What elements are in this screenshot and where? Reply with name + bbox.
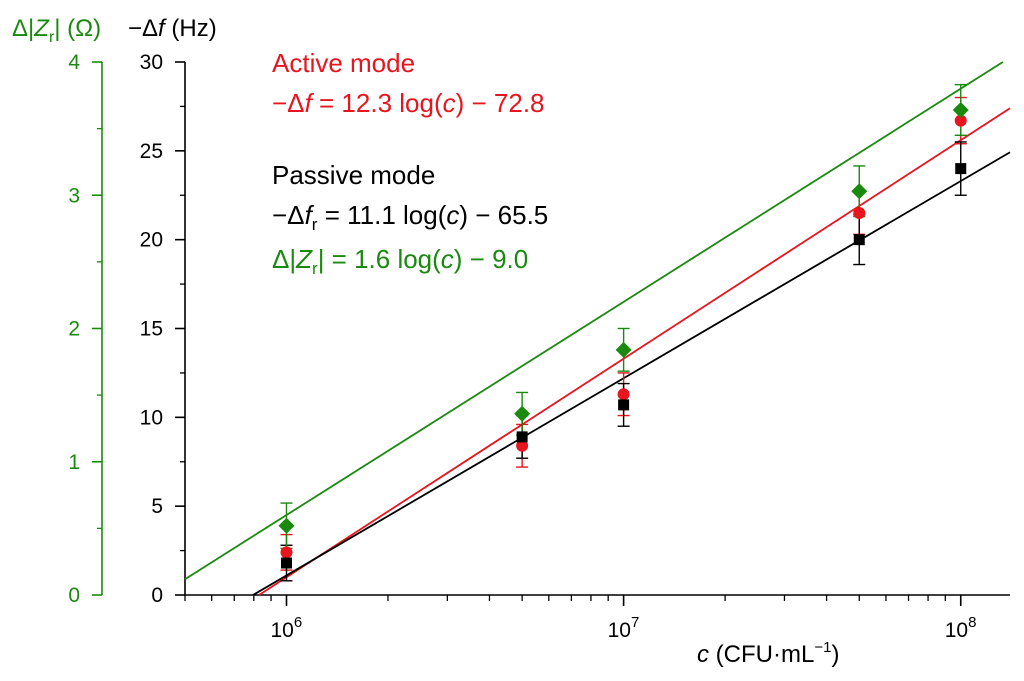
impedance-fit-line [184, 61, 1004, 580]
fit-lines [184, 61, 1011, 596]
passive-data-point [955, 163, 967, 175]
active-data-point [617, 388, 630, 401]
impedance-tick-label: 4 [68, 51, 80, 74]
active-data-point [516, 439, 529, 452]
y-tick-label: 15 [140, 318, 163, 341]
active-data-point [954, 114, 967, 127]
impedance-data-point [851, 183, 868, 200]
frequency-axis-title: −Δf (Hz) [128, 15, 217, 42]
impedance-tick-label: 0 [68, 584, 80, 607]
y-tick-label: 10 [140, 406, 163, 429]
passive-data-point [618, 399, 630, 411]
impedance-data-point [952, 101, 969, 118]
impedance-data-point [615, 341, 632, 358]
data-markers [278, 83, 969, 582]
passive-fit-line [252, 151, 1011, 596]
impedance-axis-title: Δ|Zr| (Ω) [12, 15, 101, 46]
impedance-tick-label: 3 [68, 184, 80, 207]
y-tick-label: 20 [140, 229, 163, 252]
x-axis-title: c (CFU·mL−1) [697, 639, 839, 668]
impedance-data-point [278, 517, 295, 534]
active-data-point [280, 546, 293, 559]
legend-passive-title: Passive mode [272, 160, 435, 190]
y-tick-label: 30 [140, 51, 163, 74]
impedance-tick-label: 1 [68, 451, 80, 474]
impedance-data-point [514, 405, 531, 422]
x-tick-label: 107 [608, 614, 640, 642]
passive-data-point [853, 234, 865, 246]
y-tick-label: 5 [151, 495, 163, 518]
legend-active-equation: −Δf = 12.3 log(c) − 72.8 [272, 88, 545, 118]
axes-layer: 0 5 10 15 20 25 30 106 107 108 0 1 2 3 4 [68, 51, 1010, 642]
passive-data-point [280, 557, 292, 569]
x-tick-label: 108 [945, 614, 977, 642]
x-tick-label: 106 [270, 614, 302, 642]
legend-active-title: Active mode [272, 48, 415, 78]
legend-passive-equation: −Δfr = 11.1 log(c) − 65.5 [272, 200, 548, 234]
passive-data-point [516, 431, 528, 443]
active-fit-line [258, 107, 1011, 596]
legend-impedance-equation: Δ|Zr| = 1.6 log(c) − 9.0 [272, 244, 528, 278]
impedance-tick-label: 2 [68, 318, 80, 341]
y-tick-label: 0 [151, 584, 163, 607]
active-data-point [853, 207, 866, 220]
y-tick-label: 25 [140, 140, 163, 163]
